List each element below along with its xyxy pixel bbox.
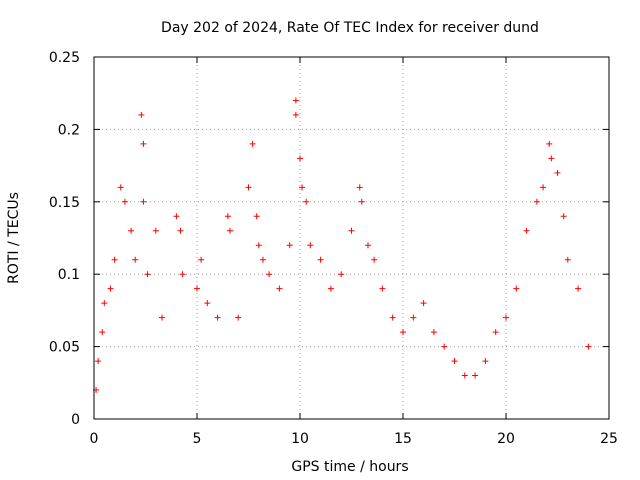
y-tick-label: 0.15	[49, 195, 80, 211]
chart-background	[0, 0, 640, 480]
y-tick-label: 0.1	[58, 267, 80, 283]
y-tick-label: 0	[71, 412, 80, 428]
chart-title: Day 202 of 2024, Rate Of TEC Index for r…	[161, 20, 539, 36]
x-tick-label: 25	[600, 431, 618, 447]
y-tick-label: 0.2	[58, 122, 80, 138]
y-tick-label: 0.25	[49, 50, 80, 66]
x-tick-label: 0	[90, 431, 99, 447]
x-tick-label: 10	[291, 431, 309, 447]
y-axis-label: ROTI / TECUs	[6, 192, 22, 284]
x-tick-label: 20	[497, 431, 515, 447]
x-axis-label: GPS time / hours	[291, 459, 408, 475]
x-tick-label: 15	[394, 431, 412, 447]
y-tick-label: 0.05	[49, 340, 80, 356]
roti-scatter-chart: 0 5 10 15 20 25 0 0.05 0.1 0.15 0.2 0.25 Day 202 o…	[0, 0, 640, 480]
x-tick-label: 5	[193, 431, 202, 447]
